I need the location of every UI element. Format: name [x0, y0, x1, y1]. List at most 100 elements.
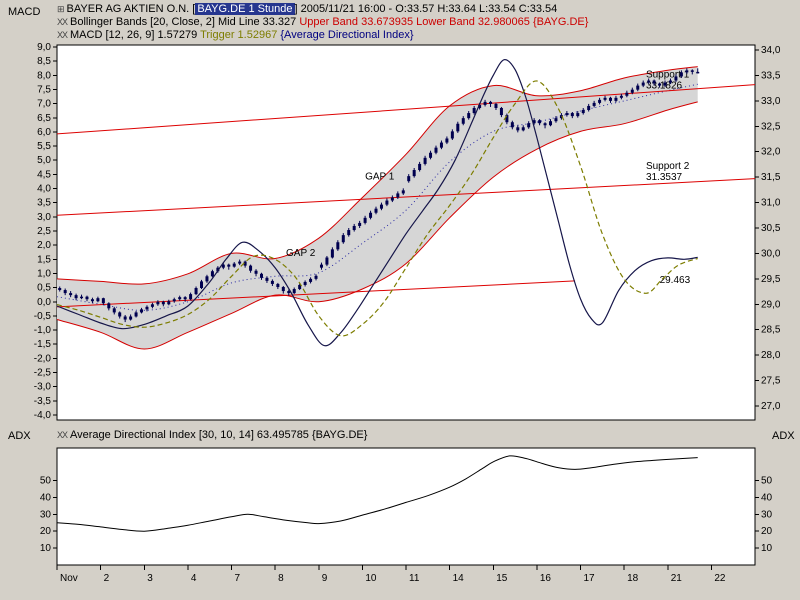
support-line-2 — [56, 178, 756, 216]
svg-text:2,5: 2,5 — [37, 226, 51, 237]
svg-text:30: 30 — [761, 509, 773, 520]
svg-text:4,0: 4,0 — [37, 184, 51, 195]
support-line-name: Support 2 — [646, 161, 690, 172]
svg-text:50: 50 — [40, 475, 52, 486]
macd-line — [56, 59, 698, 347]
support-line-value: 33.1826 — [646, 80, 683, 91]
svg-text:5,0: 5,0 — [37, 155, 51, 166]
svg-text:30,5: 30,5 — [761, 223, 781, 234]
svg-text:2,0: 2,0 — [37, 240, 51, 251]
svg-text:0,5: 0,5 — [37, 283, 51, 294]
bollinger-symbol-ref: {BAYG.DE} — [529, 16, 589, 28]
svg-text:8,0: 8,0 — [37, 70, 51, 81]
bollinger-legend-line[interactable]: XX Bollinger Bands [20, Close, 2] Mid Lin… — [57, 16, 588, 29]
svg-text:22: 22 — [714, 573, 726, 584]
svg-text:8,5: 8,5 — [37, 56, 51, 67]
support-line-value: 31.3537 — [646, 172, 683, 183]
svg-text:-2,5: -2,5 — [34, 368, 52, 379]
svg-text:7,0: 7,0 — [37, 99, 51, 110]
bollinger-band — [56, 66, 698, 350]
instrument-name: BAYER AG AKTIEN O.N. [ — [66, 3, 196, 15]
svg-text:40: 40 — [40, 492, 52, 503]
svg-text:33,0: 33,0 — [761, 96, 781, 107]
indicator-marker-icon[interactable]: XX — [57, 30, 68, 40]
support-line-3 — [56, 280, 576, 308]
support-line-1 — [56, 84, 756, 135]
svg-text:18: 18 — [627, 573, 639, 584]
svg-text:-1,0: -1,0 — [34, 325, 52, 336]
svg-text:28,0: 28,0 — [761, 350, 781, 361]
x-axis: Nov 2 3 4 7 8 9 10 11 14 15 16 17 18 21 22 — [56, 565, 726, 584]
support-lines: Support 133.1826 Support 231.3537 29.463 — [56, 69, 756, 308]
svg-text:29,0: 29,0 — [761, 299, 781, 310]
svg-text:29,5: 29,5 — [761, 274, 781, 285]
macd-trigger-line — [56, 80, 698, 337]
gap-annotation: GAP 1 — [365, 172, 395, 183]
svg-text:Nov: Nov — [60, 573, 78, 584]
svg-text:20: 20 — [761, 526, 773, 537]
svg-text:2: 2 — [104, 573, 110, 584]
svg-text:32,5: 32,5 — [761, 121, 781, 132]
svg-text:1,0: 1,0 — [37, 268, 51, 279]
indicator-marker-icon[interactable]: XX — [57, 430, 68, 440]
adx-left-axis: 10 20 30 40 50 — [40, 475, 57, 554]
svg-text:9,0: 9,0 — [37, 42, 51, 53]
support-line-value: 29.463 — [660, 275, 691, 286]
gap-annotation: GAP 2 — [286, 248, 316, 259]
bollinger-params: Bollinger Bands [20, Close, 2] Mid Line … — [70, 16, 300, 28]
macd-legend-line[interactable]: XX MACD [12, 26, 9] 1.57279 Trigger 1.529… — [57, 29, 414, 42]
candlestick-series — [58, 68, 700, 323]
svg-text:17: 17 — [584, 573, 596, 584]
bollinger-upper-line — [56, 66, 698, 285]
adx-legend-line[interactable]: XX Average Directional Index [30, 10, 14]… — [57, 429, 367, 442]
svg-text:31,5: 31,5 — [761, 172, 781, 183]
adx-params: Average Directional Index [30, 10, 14] 6… — [70, 429, 368, 441]
svg-text:14: 14 — [453, 573, 465, 584]
svg-text:34,0: 34,0 — [761, 45, 781, 56]
indicator-marker-icon[interactable]: XX — [57, 17, 68, 27]
svg-text:30,0: 30,0 — [761, 248, 781, 259]
symbol-timeframe-highlight[interactable]: BAYG.DE 1 Stunde — [195, 3, 295, 15]
svg-text:27,5: 27,5 — [761, 376, 781, 387]
svg-text:-4,0: -4,0 — [34, 410, 52, 421]
right-axis: 34,0 33,5 33,0 32,5 32,0 31,5 31,0 30,5 30,0 29,5… — [755, 45, 781, 412]
adx-plot-area[interactable] — [56, 447, 756, 566]
svg-text:-2,0: -2,0 — [34, 353, 52, 364]
support-line-name: Support 1 — [646, 69, 690, 80]
svg-text:-3,5: -3,5 — [34, 396, 52, 407]
bollinger-lower-line — [56, 101, 698, 350]
svg-text:7: 7 — [235, 573, 241, 584]
svg-text:50: 50 — [761, 475, 773, 486]
svg-text:16: 16 — [540, 573, 552, 584]
svg-text:40: 40 — [761, 492, 773, 503]
svg-text:6,5: 6,5 — [37, 113, 51, 124]
bollinger-band-values: Upper Band 33.673935 Lower Band 32.98006… — [299, 16, 530, 28]
svg-text:27,0: 27,0 — [761, 401, 781, 412]
svg-text:3: 3 — [147, 573, 153, 584]
svg-text:10: 10 — [365, 573, 377, 584]
svg-text:3,5: 3,5 — [37, 198, 51, 209]
expand-box-icon[interactable]: ⊞ — [57, 4, 64, 14]
svg-text:30: 30 — [40, 509, 52, 520]
svg-text:-0,5: -0,5 — [34, 311, 52, 322]
svg-text:-1,5: -1,5 — [34, 339, 52, 350]
svg-text:9: 9 — [322, 573, 328, 584]
svg-text:11: 11 — [409, 573, 420, 584]
svg-text:0,0: 0,0 — [37, 297, 51, 308]
svg-text:28,5: 28,5 — [761, 325, 781, 336]
svg-text:10: 10 — [40, 543, 52, 554]
svg-text:-3,0: -3,0 — [34, 382, 52, 393]
svg-text:1,5: 1,5 — [37, 254, 51, 265]
svg-text:31,0: 31,0 — [761, 198, 781, 209]
left-axis: 9,0 8,5 8,0 7,5 7,0 6,5 6,0 5,5 5,0 4,5 4,0 3,5 3,0 2… — [34, 42, 57, 421]
svg-text:6,0: 6,0 — [37, 127, 51, 138]
adx-line — [56, 455, 698, 532]
svg-text:33,5: 33,5 — [761, 70, 781, 81]
svg-text:21: 21 — [671, 573, 683, 584]
svg-text:15: 15 — [496, 573, 508, 584]
svg-text:8: 8 — [278, 573, 284, 584]
adx-right-axis: 10 20 30 40 50 — [755, 475, 773, 554]
instrument-legend-line[interactable]: ⊞ BAYER AG AKTIEN O.N. [BAYG.DE 1 Stunde]… — [57, 3, 557, 16]
